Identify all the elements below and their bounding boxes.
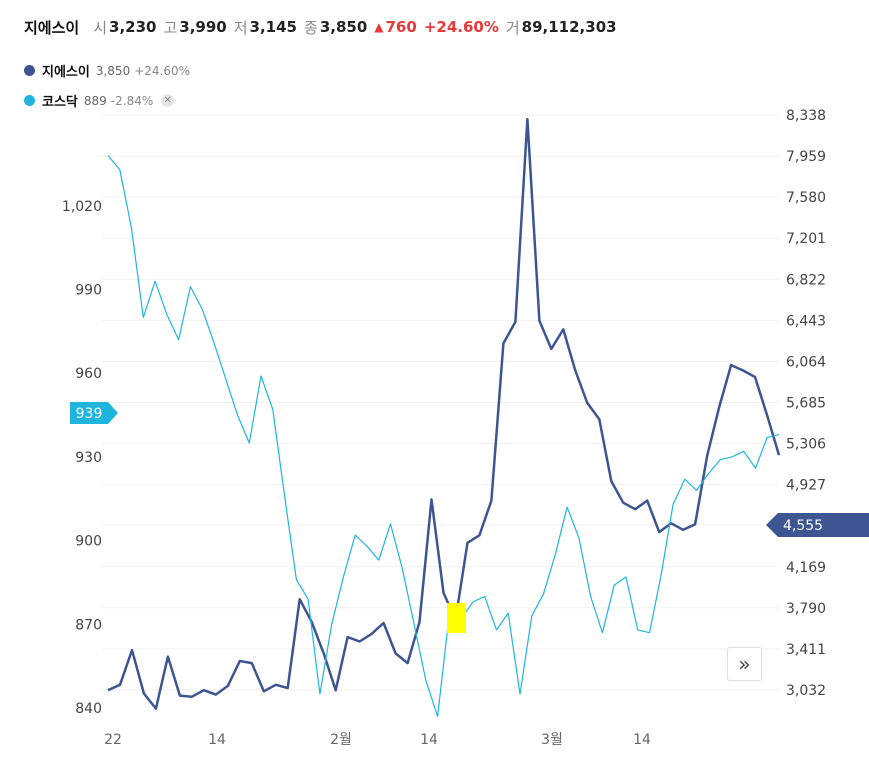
left-current-value-marker — [70, 402, 118, 424]
right-axis-tick-label: 4,169 — [786, 560, 826, 576]
right-axis-tick-label: 6,822 — [786, 272, 826, 288]
right-axis-tick-label: 5,685 — [786, 396, 826, 412]
high-label: 고 — [163, 18, 178, 37]
right-axis-tick-label: 3,032 — [786, 683, 826, 699]
right-axis-tick-label: 6,064 — [786, 354, 826, 370]
x-axis-tick-label: 14 — [633, 732, 651, 748]
left-axis-tick-label: 930 — [75, 450, 102, 466]
legend-series-name: 코스닥 — [42, 95, 78, 110]
main-price-line — [107, 117, 781, 710]
legend-series-value: 889 — [83, 93, 107, 108]
right-axis-tick-label: 5,306 — [786, 437, 826, 453]
volume-label: 거 — [505, 18, 520, 37]
open-value: 3,230 — [109, 18, 157, 36]
quote-header: 지에스이 시 3,230 고 3,990 저 3,145 종 3,850 ▲ 7… — [24, 14, 624, 40]
change-value: 760 — [385, 18, 417, 36]
x-axis-tick-label: 2월 — [330, 732, 352, 748]
left-axis-tick-label: 990 — [75, 283, 102, 299]
low-value: 3,145 — [249, 18, 297, 36]
double-chevron-right-icon: » — [738, 652, 751, 676]
change-percent: +24.60% — [423, 18, 499, 36]
scroll-latest-button[interactable]: » — [727, 647, 762, 681]
right-axis-tick-label: 3,411 — [786, 642, 826, 658]
right-axis-tick-label: 7,959 — [786, 149, 826, 165]
high-value: 3,990 — [179, 18, 227, 36]
legend-series-change: -2.84% — [110, 93, 154, 108]
right-current-value-marker — [766, 513, 869, 537]
x-axis-tick-label: 14 — [420, 732, 438, 748]
series-color-dot — [24, 95, 35, 106]
left-axis-tick-label: 900 — [75, 534, 102, 550]
open-label: 시 — [93, 18, 108, 37]
close-label: 종 — [304, 18, 318, 37]
highlight-marker — [447, 603, 466, 633]
right-current-value-label: 4,555 — [783, 518, 823, 534]
right-axis-tick-label: 7,201 — [786, 231, 826, 247]
legend-series-name: 지에스이 — [42, 65, 90, 80]
left-axis-tick-label: 960 — [75, 366, 102, 382]
volume-value: 89,112,303 — [521, 18, 617, 36]
up-arrow-icon: ▲ — [374, 20, 384, 34]
legend-item-main[interactable]: 지에스이 3,850 +24.60% — [24, 61, 190, 80]
remove-compare-icon[interactable]: ✕ — [161, 94, 175, 107]
x-axis-tick-label: 14 — [208, 732, 226, 748]
compare-index-line — [107, 155, 780, 717]
right-axis-tick-label: 4,927 — [786, 478, 826, 494]
left-axis-tick-label: 870 — [75, 617, 102, 633]
x-axis-tick-label: 3월 — [541, 732, 563, 748]
x-axis-tick-label: 22 — [104, 732, 122, 748]
legend-item-compare[interactable]: 코스닥 889 -2.84% ✕ — [24, 91, 175, 110]
right-axis-tick-label: 8,338 — [786, 108, 826, 124]
close-value: 3,850 — [319, 18, 368, 36]
low-label: 저 — [233, 18, 248, 37]
legend-series-value: 3,850 — [95, 63, 131, 78]
right-axis-tick-label: 3,790 — [786, 601, 826, 617]
left-axis-tick-label: 1,020 — [62, 199, 102, 215]
left-current-value-label: 939 — [76, 406, 103, 422]
right-axis-tick-label: 6,443 — [786, 313, 826, 329]
legend-series-change: +24.60% — [134, 63, 191, 78]
right-axis-tick-label: 7,580 — [786, 190, 826, 206]
series-color-dot — [24, 65, 35, 76]
left-axis-tick-label: 840 — [75, 701, 102, 717]
stock-name: 지에스이 — [24, 18, 80, 37]
